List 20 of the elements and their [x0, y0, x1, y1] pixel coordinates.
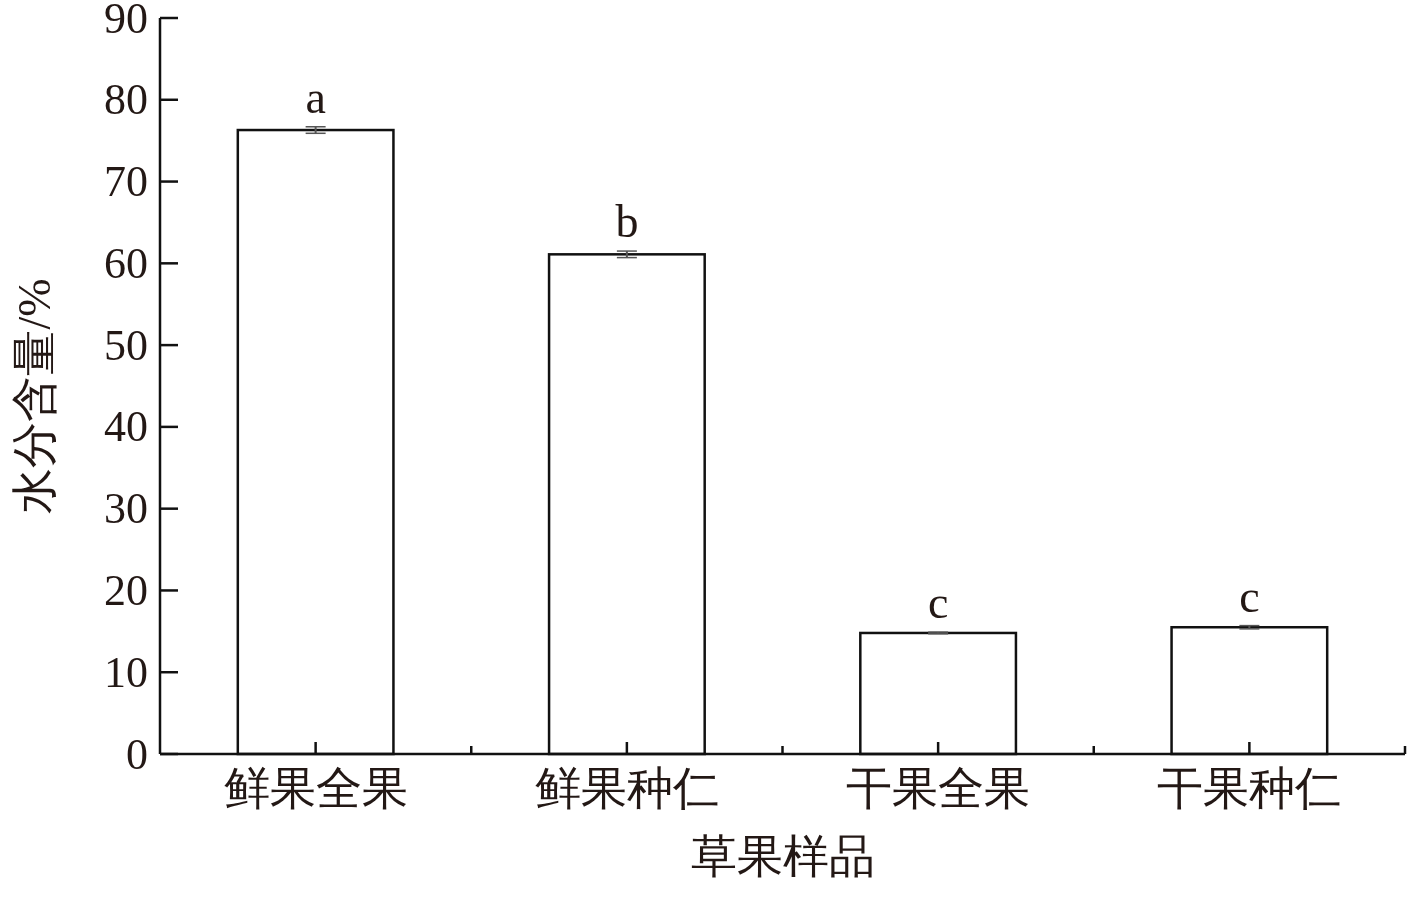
- y-tick-label: 80: [104, 75, 148, 125]
- y-tick-label: 10: [104, 647, 148, 697]
- annotation: b: [615, 196, 639, 248]
- y-tick-label: 60: [104, 238, 148, 288]
- y-tick-label: 20: [104, 565, 148, 615]
- y-tick-label: 90: [104, 0, 148, 43]
- annotation: c: [927, 577, 949, 629]
- y-tick-label: 30: [104, 484, 148, 534]
- y-tick-label: 70: [104, 157, 148, 207]
- x-tick-label: 干果种仁: [1157, 763, 1342, 814]
- x-axis-title: 草果样品: [690, 831, 875, 882]
- x-tick-label: 鲜果种仁: [534, 763, 719, 814]
- annotation: a: [305, 71, 326, 123]
- x-tick-label: 干果全果: [846, 763, 1031, 814]
- y-tick-label: 40: [104, 402, 148, 452]
- y-tick-label: 50: [104, 320, 148, 370]
- y-axis-title: 水分含量/%: [9, 278, 60, 514]
- x-tick-label: 鲜果全果: [223, 763, 408, 814]
- y-tick-label: 0: [126, 729, 148, 779]
- annotation: c: [1239, 570, 1260, 622]
